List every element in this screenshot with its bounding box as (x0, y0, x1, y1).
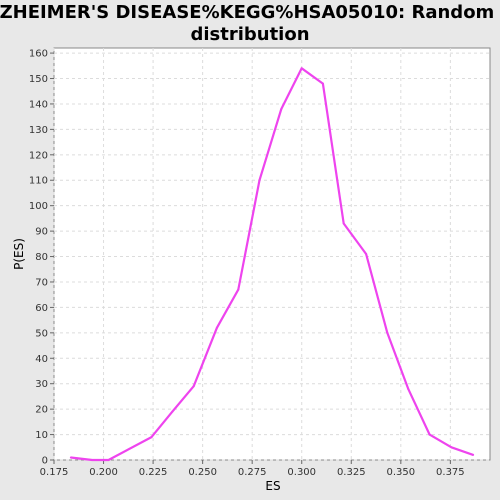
x-tick-label: 0.350 (386, 467, 415, 478)
chart-title-line-2: distribution (190, 24, 309, 45)
data-point (192, 385, 195, 388)
y-tick-label: 160 (29, 49, 48, 60)
y-tick-label: 90 (35, 227, 48, 238)
y-tick-label: 50 (35, 328, 48, 339)
x-tick-label: 0.275 (238, 467, 267, 478)
x-tick-label: 0.325 (337, 467, 366, 478)
y-tick-label: 110 (29, 176, 48, 187)
y-tick-label: 100 (29, 201, 48, 212)
data-point (107, 459, 110, 461)
y-axis-ticks: 0 10 20 30 40 50 60 70 80 90 100 110 120 130 140 150 160 (29, 49, 54, 467)
x-tick-label: 0.225 (139, 467, 168, 478)
y-tick-label: 10 (35, 430, 48, 441)
chart-title-line-1: ALZHEIMER'S DISEASE%KEGG%HSA05010: Rando… (0, 2, 500, 23)
series-group (69, 67, 475, 462)
y-tick-label: 80 (35, 252, 48, 263)
y-tick-label: 30 (35, 379, 48, 390)
y-tick-label: 150 (29, 74, 48, 85)
data-point (407, 387, 410, 390)
x-tick-label: 0.300 (287, 467, 316, 478)
data-point (321, 82, 324, 85)
data-point (300, 67, 303, 70)
x-tick-label: 0.250 (188, 467, 217, 478)
x-axis-label: ES (265, 479, 280, 493)
y-axis-label: P(ES) (12, 238, 26, 270)
y-tick-label: 0 (42, 456, 48, 467)
data-point (280, 108, 283, 111)
data-point (428, 433, 431, 436)
data-point (450, 446, 453, 449)
y-tick-label: 140 (29, 99, 48, 110)
data-point (258, 179, 261, 182)
y-tick-label: 130 (29, 125, 48, 136)
y-tick-label: 20 (35, 405, 48, 416)
data-point (215, 326, 218, 329)
x-tick-label: 0.375 (436, 467, 465, 478)
data-point (472, 453, 475, 456)
y-tick-label: 70 (35, 277, 48, 288)
data-point (69, 456, 72, 459)
y-tick-label: 60 (35, 303, 48, 314)
y-tick-label: 120 (29, 150, 48, 161)
x-axis-ticks: 0.175 0.200 0.225 0.250 0.275 0.300 0.325 0.350… (40, 460, 465, 478)
data-point (386, 331, 389, 334)
data-point (150, 436, 153, 439)
plot-area (53, 47, 491, 461)
data-point (342, 222, 345, 225)
data-point (365, 253, 368, 255)
data-point (91, 459, 94, 461)
y-tick-label: 40 (35, 354, 48, 365)
data-point (171, 410, 174, 413)
data-point (237, 288, 240, 291)
grid-lines (53, 48, 490, 461)
x-tick-label: 0.200 (89, 467, 118, 478)
x-tick-label: 0.175 (40, 467, 69, 478)
